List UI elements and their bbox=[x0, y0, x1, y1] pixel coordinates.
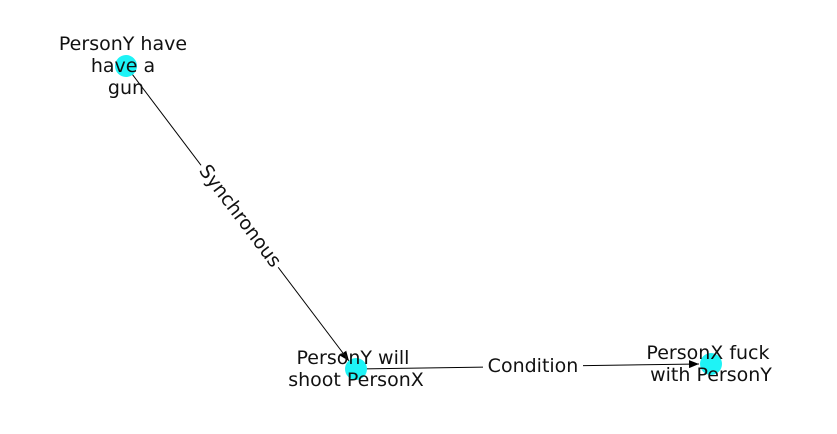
node-personx-with-persony: PersonX fuck with PersonY bbox=[646, 342, 775, 386]
edge-label-bg-condition bbox=[483, 353, 583, 379]
edge-label-bg-synchronous bbox=[191, 157, 289, 275]
node-label-line: PersonX fuck bbox=[646, 342, 769, 364]
edge-condition: Condition bbox=[355, 353, 700, 379]
node-persony-shoot-personx: PersonY will shoot PersonX bbox=[288, 347, 424, 391]
edge-label-condition: Condition bbox=[488, 355, 579, 377]
node-label-persony-shoot-personx: PersonY will shoot PersonX bbox=[288, 347, 424, 391]
node-persony-have-gun: PersonY have have a gun bbox=[59, 33, 193, 99]
node-circle-persony-shoot-personx bbox=[345, 358, 367, 380]
node-label-line: PersonY will bbox=[297, 347, 410, 369]
node-label-personx-with-persony: PersonX fuck with PersonY bbox=[646, 342, 775, 386]
edge-label-synchronous: Synchronous bbox=[194, 160, 285, 271]
node-label-line: with PersonY bbox=[650, 364, 772, 386]
node-label-persony-have-gun: PersonY have have a gun bbox=[59, 33, 193, 99]
node-label-line: PersonY have bbox=[59, 33, 187, 55]
edge-synchronous: Synchronous bbox=[125, 65, 350, 362]
node-circle-persony-have-gun bbox=[115, 55, 137, 77]
node-label-line: gun bbox=[108, 77, 144, 99]
node-label-line: shoot PersonX bbox=[288, 369, 424, 391]
node-label-line: have a bbox=[91, 55, 155, 77]
node-circle-personx-with-persony bbox=[700, 353, 722, 375]
